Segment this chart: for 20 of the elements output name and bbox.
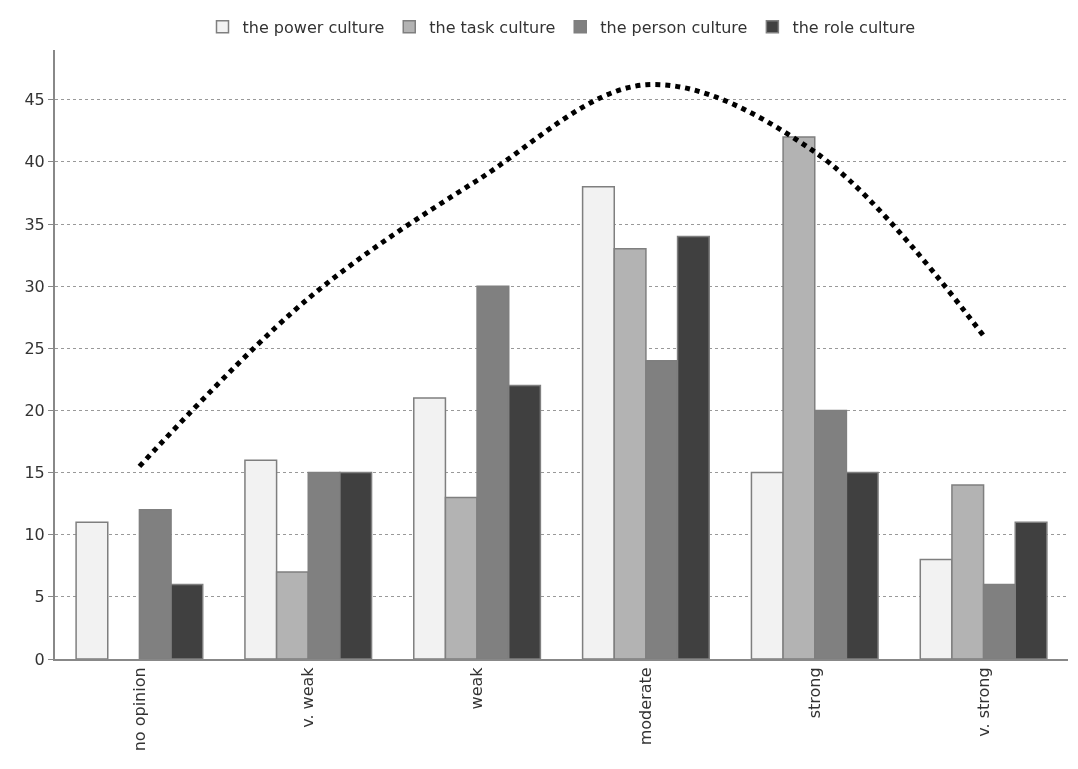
x-tick-label: moderate bbox=[636, 667, 656, 746]
legend-label: the person culture bbox=[600, 18, 748, 38]
y-tick-label: 40 bbox=[24, 152, 45, 172]
y-tick-label: 25 bbox=[24, 338, 45, 358]
x-tick-label: strong bbox=[804, 667, 824, 719]
y-tick-label: 15 bbox=[24, 463, 45, 483]
y-tick-label: 35 bbox=[24, 214, 45, 234]
y-tick-label: 45 bbox=[24, 90, 45, 110]
y-tick-label: 10 bbox=[24, 525, 45, 545]
x-tick-label: no opinion bbox=[129, 667, 149, 752]
y-tick-label: 30 bbox=[24, 276, 45, 296]
y-tick-label: 5 bbox=[34, 587, 45, 607]
x-tick-label: v. strong bbox=[973, 667, 993, 737]
y-tick-label: 0 bbox=[34, 649, 45, 669]
y-tick-label: 20 bbox=[24, 401, 45, 421]
legend-label: the role culture bbox=[792, 18, 915, 38]
x-tick-label: weak bbox=[467, 666, 487, 710]
x-tick-label: v. weak bbox=[298, 666, 318, 728]
legend-label: the power culture bbox=[242, 18, 385, 38]
legend-label: the task culture bbox=[429, 18, 556, 38]
